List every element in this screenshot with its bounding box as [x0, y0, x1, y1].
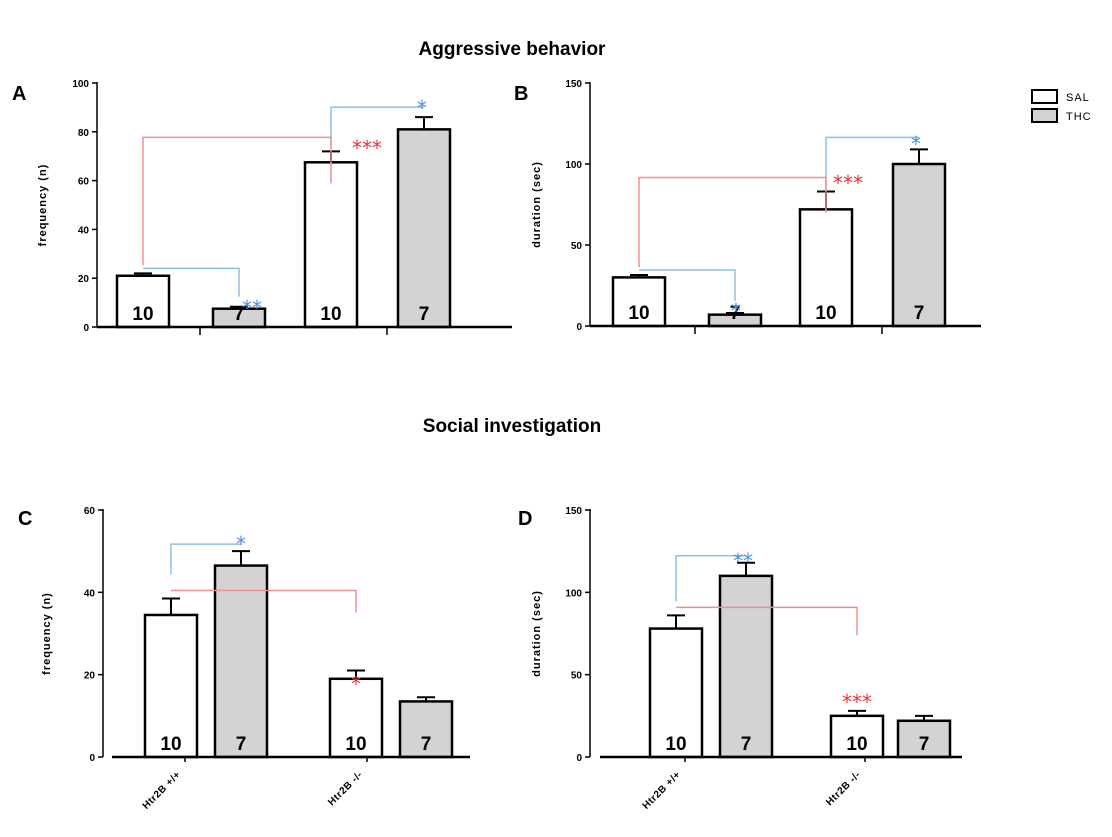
category-label: Htr2B +/+	[141, 769, 183, 811]
significance-stars: *	[911, 132, 921, 156]
n-label: 10	[846, 734, 867, 755]
panel-letter-c: C	[18, 508, 32, 530]
bar-thc	[213, 564, 269, 759]
significance-stars: **	[242, 296, 262, 320]
n-label: 10	[628, 303, 649, 324]
significance-stars: ***	[842, 690, 872, 714]
n-label: 7	[730, 303, 741, 324]
bar-sal	[648, 627, 704, 759]
y-tick-label: 60	[84, 506, 96, 517]
category-label: Htr2B +/+	[641, 769, 683, 811]
y-tick-label: 40	[78, 225, 90, 236]
y-tick-label: 0	[83, 323, 89, 334]
significance-bracket	[638, 176, 827, 267]
y-tick-label: 40	[84, 588, 96, 599]
significance-stars: ***	[833, 171, 863, 195]
n-label: 10	[345, 734, 366, 755]
y-tick-label: 0	[89, 753, 95, 764]
n-label: 7	[919, 734, 930, 755]
y-tick-label: 50	[571, 241, 583, 252]
category-label: Htr2B -/-	[326, 769, 365, 808]
bar-sal	[829, 714, 885, 759]
chart-panel-c: C 0 20 40 60 frequency (n) 10 7 10 7 Htr2B +/+ Htr2…	[18, 506, 470, 812]
y-tick-label: 150	[565, 79, 582, 90]
significance-bracket	[143, 267, 240, 297]
y-axis-label: duration (sec)	[531, 161, 543, 248]
panel-letter-a: A	[12, 83, 26, 105]
n-label: 7	[419, 304, 430, 325]
n-label: 10	[160, 734, 181, 755]
n-label: 10	[815, 303, 836, 324]
significance-stars: *	[351, 672, 361, 696]
significance-bracket	[639, 269, 736, 302]
y-tick-label: 0	[576, 322, 582, 333]
bar-thc	[896, 719, 952, 759]
n-label: 7	[236, 734, 247, 755]
significance-stars: *	[417, 96, 427, 120]
legend-label-thc: THC	[1066, 111, 1092, 123]
significance-bracket	[171, 589, 357, 613]
y-tick-label: 100	[565, 588, 582, 599]
bar-thc	[398, 700, 454, 759]
bar-sal	[115, 274, 171, 329]
y-tick-label: 0	[576, 753, 582, 764]
category-label: Htr2B -/-	[824, 769, 863, 808]
chart-panel-d: D 0 50 100 150 duration (sec) 10 7 10 7 Htr2B +/+ H…	[518, 506, 962, 812]
y-tick-label: 50	[571, 671, 583, 682]
n-label: 10	[665, 734, 686, 755]
y-axis-label: duration (sec)	[531, 590, 543, 677]
significance-bracket	[142, 136, 332, 266]
significance-stars: **	[733, 549, 753, 573]
n-label: 10	[320, 304, 341, 325]
bar-sal	[328, 677, 384, 759]
panel-letter-b: B	[514, 83, 528, 105]
bar-thc	[891, 162, 947, 328]
significance-bracket	[170, 543, 241, 575]
significance-stars: *	[236, 532, 246, 556]
bar-sal	[143, 613, 199, 759]
panel-letter-d: D	[518, 508, 532, 530]
y-axis-label: frequency (n)	[37, 164, 49, 247]
legend-label-sal: SAL	[1066, 92, 1090, 104]
legend: SAL THC	[1031, 89, 1092, 123]
bar-sal	[303, 161, 359, 329]
y-tick-label: 20	[78, 274, 90, 285]
y-tick-label: 80	[78, 128, 90, 139]
significance-stars: *	[731, 299, 741, 323]
significance-bracket	[330, 106, 424, 147]
significance-bracket	[676, 606, 858, 636]
n-label: 10	[132, 304, 153, 325]
y-tick-label: 20	[84, 671, 96, 682]
significance-bracket	[825, 136, 919, 187]
y-tick-label: 100	[72, 79, 89, 90]
n-label: 7	[741, 734, 752, 755]
legend-swatch-thc	[1031, 108, 1058, 123]
legend-swatch-sal	[1031, 89, 1058, 104]
y-tick-label: 100	[565, 160, 582, 171]
n-label: 7	[234, 304, 245, 325]
n-label: 7	[421, 734, 432, 755]
bar-thc	[718, 574, 774, 759]
y-axis-label: frequency (n)	[41, 592, 53, 675]
bar-thc	[396, 128, 452, 329]
social-investigation-title: Social investigation	[423, 416, 601, 437]
significance-bracket	[675, 554, 746, 602]
y-tick-label: 60	[78, 177, 90, 188]
aggressive-behavior-title: Aggressive behavior	[419, 39, 607, 60]
n-label: 7	[914, 303, 925, 324]
y-tick-label: 150	[565, 506, 582, 517]
bar-sal	[798, 208, 854, 328]
significance-stars: ***	[352, 136, 382, 160]
